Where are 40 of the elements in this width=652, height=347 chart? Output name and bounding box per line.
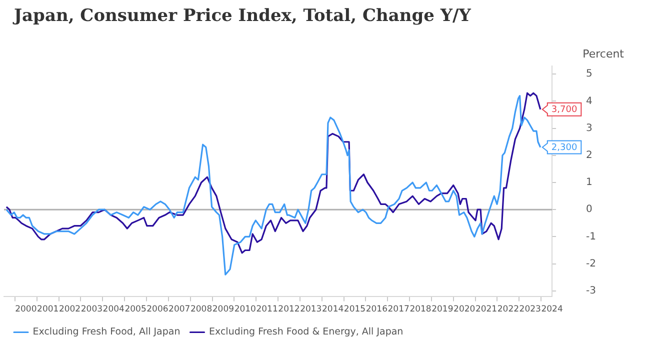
y-tick-label: 3	[586, 122, 592, 134]
y-tick-label: 2	[586, 150, 592, 162]
x-tick-label: 2005	[124, 304, 146, 315]
x-tick-label: 2013	[300, 304, 322, 315]
x-tick-label: 2003	[80, 304, 103, 315]
y-tick-label: 4	[586, 96, 592, 107]
x-tick-label: 2012	[278, 304, 300, 315]
legend-label: Excluding Fresh Food, All Japan	[32, 326, 180, 338]
y-tick-label: -2	[586, 258, 596, 270]
x-tick-label: 2024	[541, 304, 563, 315]
x-tick-label: 2017	[388, 304, 410, 315]
x-tick-label: 2006	[146, 304, 168, 315]
x-tick-label: 2018	[410, 304, 432, 315]
y-tick-label: -1	[586, 231, 596, 242]
x-tick-label: 2011	[256, 304, 278, 315]
annotation: 3,700	[551, 105, 578, 116]
x-tick-label: 2001	[37, 304, 59, 315]
x-tick-label: 2009	[212, 304, 234, 315]
y-tick-label: 5	[586, 68, 592, 80]
x-tick-label: 2022	[497, 304, 520, 315]
x-tick-label: 2015	[344, 304, 366, 315]
x-tick-label: 2002	[58, 304, 81, 315]
legend-label: Excluding Fresh Food & Energy, All Japan	[209, 326, 404, 338]
y-axis-title: Percent	[582, 47, 625, 60]
chart-title: Japan, Consumer Price Index, Total, Change Y/Y	[12, 5, 472, 28]
annotation: 2,300	[551, 143, 578, 154]
y-tick-label: -3	[586, 285, 596, 296]
x-tick-label: 2021	[475, 304, 498, 315]
x-tick-label: 2019	[432, 304, 454, 315]
x-tick-label: 2010	[234, 304, 256, 315]
y-tick-label: 0	[586, 204, 592, 216]
x-tick-label: 2014	[322, 304, 344, 315]
y-tick-label: 1	[586, 177, 592, 188]
x-tick-label: 2007	[168, 304, 190, 315]
x-tick-label: 2020	[454, 304, 476, 315]
x-tick-label: 2004	[102, 304, 124, 315]
x-tick-label: 2008	[190, 304, 212, 315]
x-tick-label: 2000	[15, 304, 37, 315]
x-tick-label: 2016	[366, 304, 388, 315]
x-tick-label: 2023	[519, 304, 541, 315]
